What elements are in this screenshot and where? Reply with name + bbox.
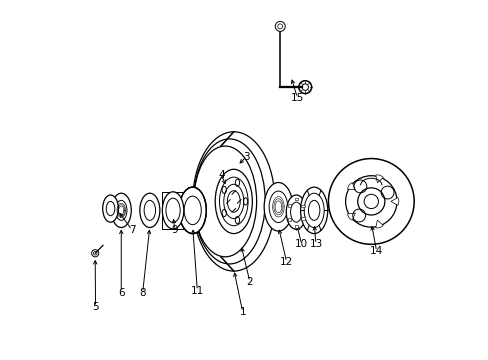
Text: 3: 3	[243, 152, 249, 162]
Text: 10: 10	[294, 239, 307, 249]
Ellipse shape	[285, 195, 305, 229]
Wedge shape	[390, 198, 398, 205]
Text: 2: 2	[246, 277, 253, 287]
Circle shape	[328, 158, 413, 244]
Ellipse shape	[179, 187, 206, 234]
Text: 4: 4	[218, 170, 224, 180]
Wedge shape	[347, 213, 355, 220]
FancyBboxPatch shape	[179, 194, 206, 226]
Text: 7: 7	[128, 225, 135, 235]
Text: 11: 11	[190, 286, 203, 296]
Bar	[301, 204, 305, 207]
Text: 1: 1	[239, 307, 245, 317]
Bar	[294, 198, 298, 201]
Ellipse shape	[111, 193, 131, 228]
Bar	[287, 218, 291, 221]
Text: 14: 14	[369, 247, 383, 256]
Ellipse shape	[102, 195, 118, 222]
Wedge shape	[375, 220, 383, 228]
Text: 5: 5	[92, 302, 99, 312]
Wedge shape	[347, 183, 355, 190]
Wedge shape	[375, 175, 383, 183]
Ellipse shape	[140, 193, 160, 228]
Circle shape	[275, 21, 285, 31]
Bar	[301, 217, 305, 220]
Ellipse shape	[162, 192, 183, 229]
Text: 13: 13	[309, 239, 322, 249]
Text: 6: 6	[118, 288, 124, 297]
Text: 15: 15	[290, 93, 304, 103]
Text: 9: 9	[171, 225, 178, 235]
Ellipse shape	[215, 169, 252, 234]
Bar	[287, 204, 291, 207]
Ellipse shape	[264, 183, 292, 231]
Ellipse shape	[192, 132, 274, 271]
Text: 12: 12	[280, 257, 293, 267]
Text: 8: 8	[139, 288, 146, 297]
Ellipse shape	[179, 187, 206, 234]
Ellipse shape	[300, 187, 327, 234]
Bar	[294, 225, 298, 228]
